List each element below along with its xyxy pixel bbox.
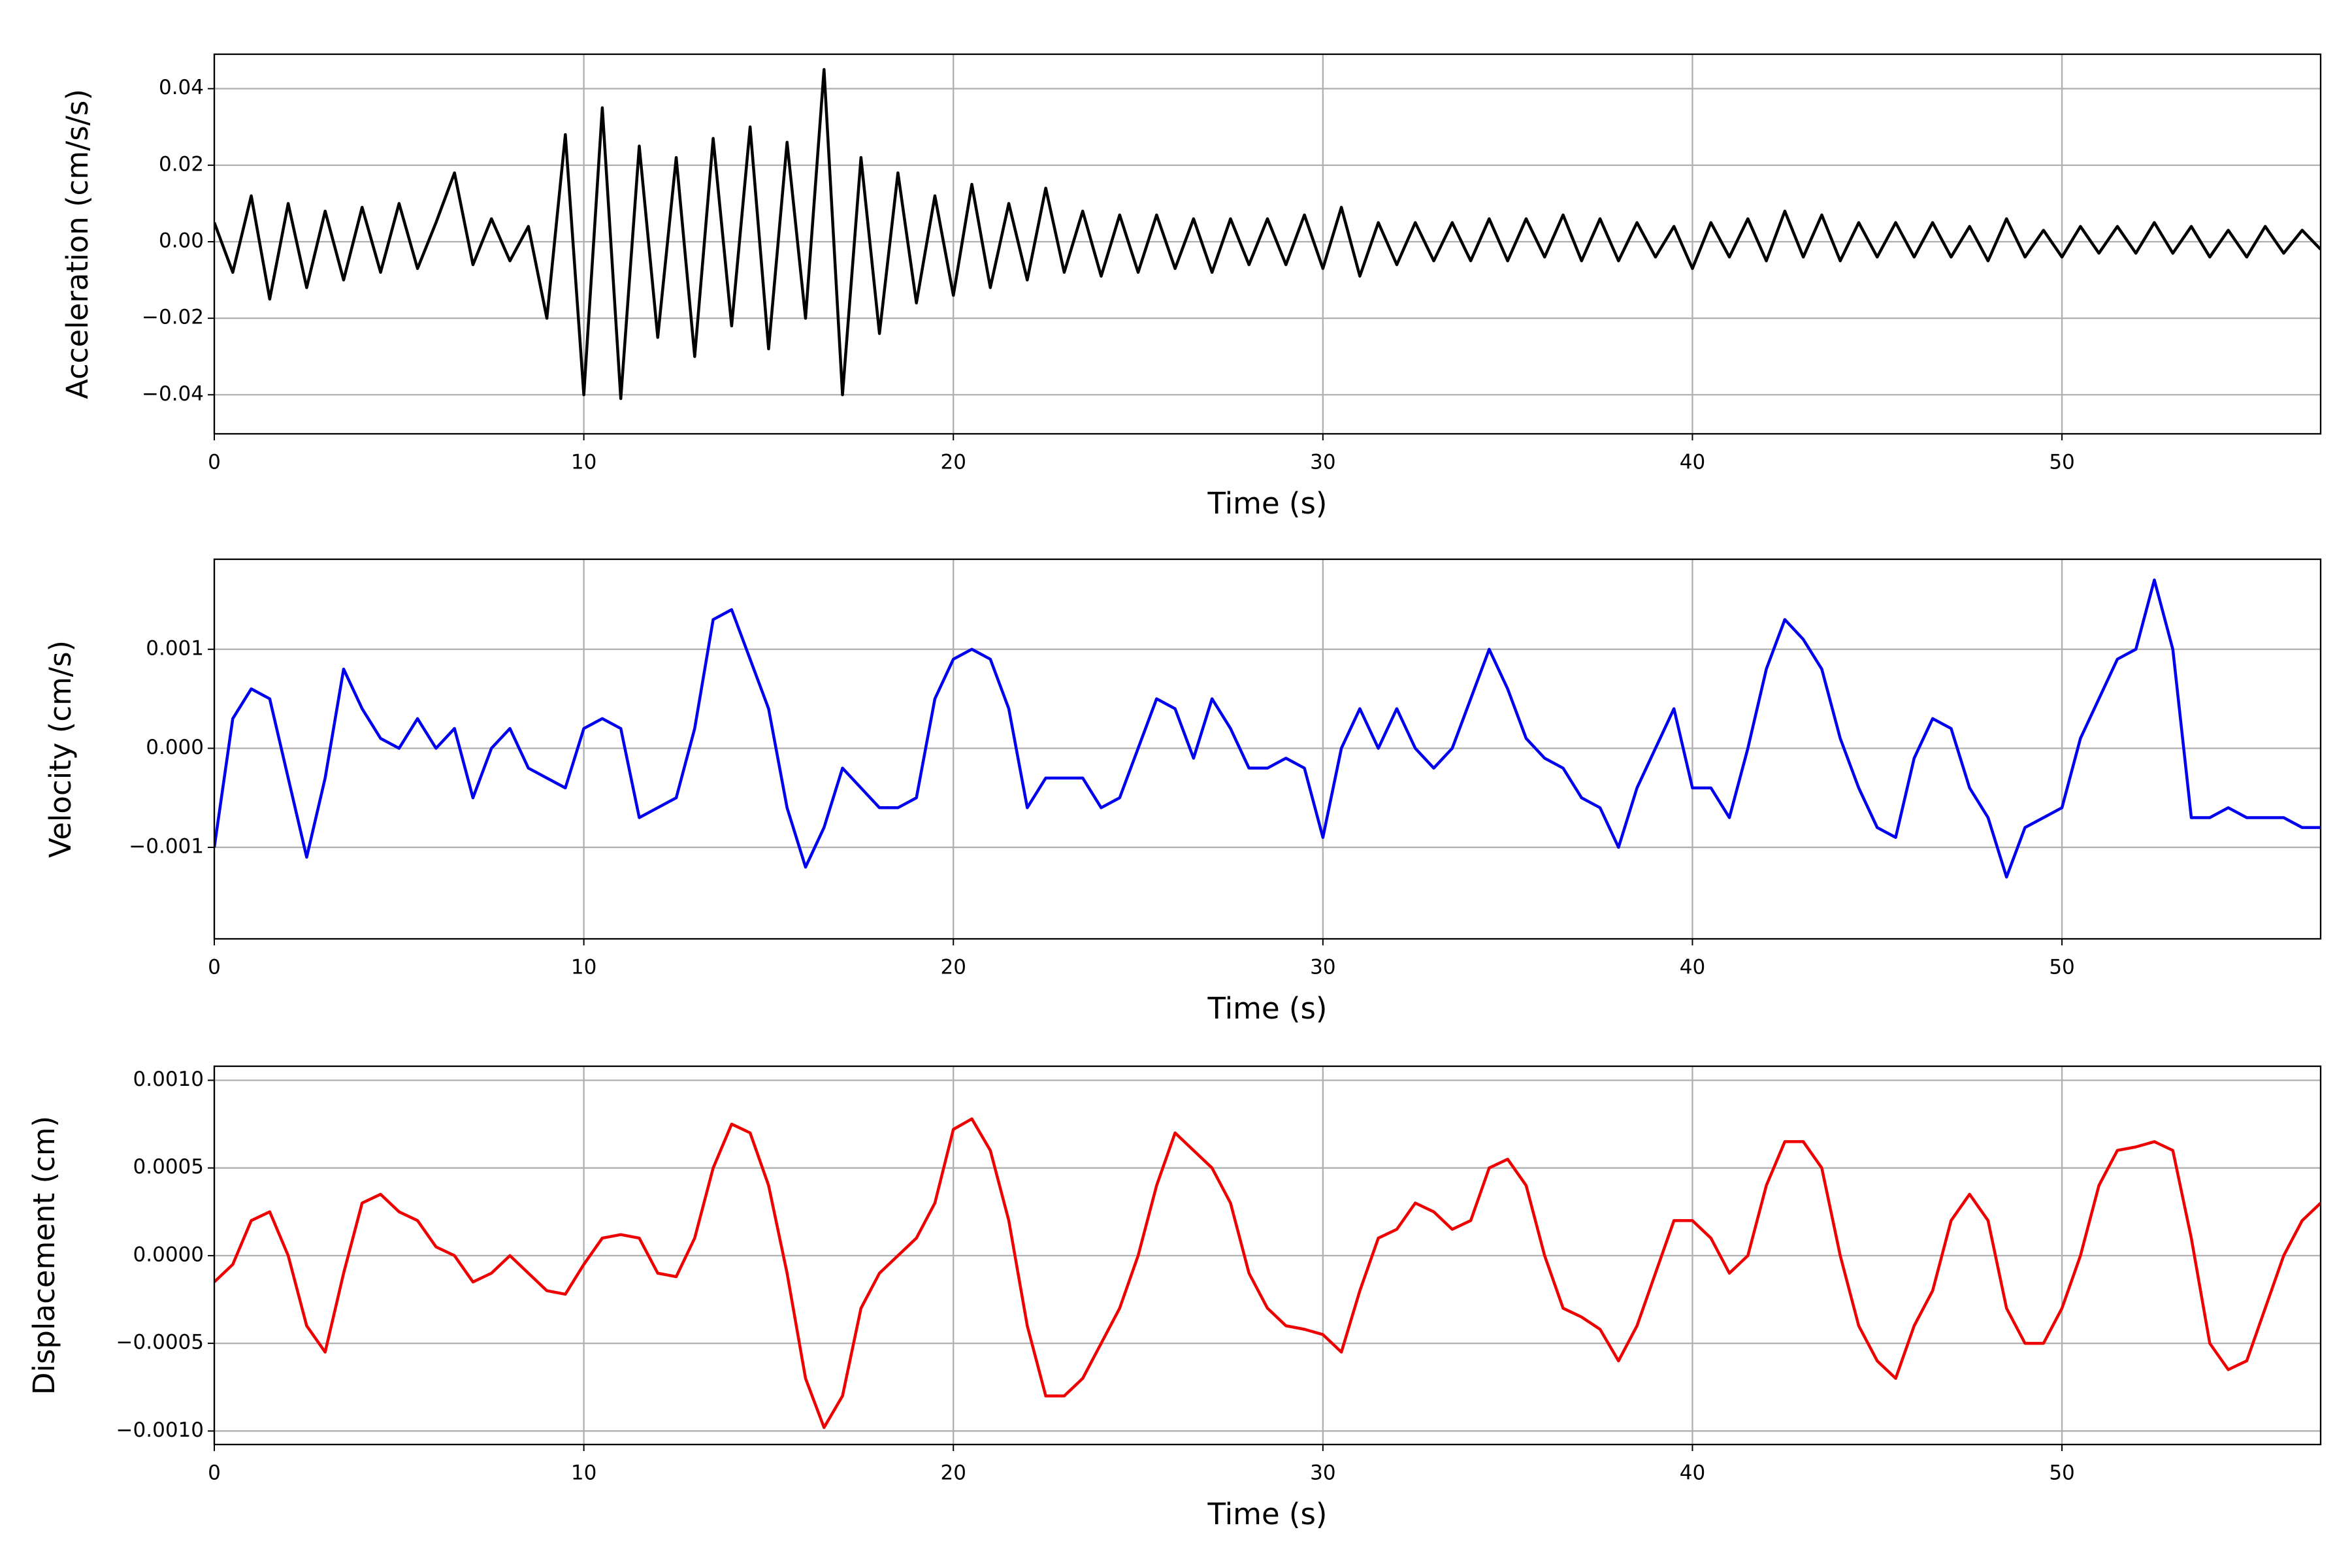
x-axis-label: Time (s) — [1207, 991, 1328, 1026]
x-tick-label: 50 — [2049, 451, 2074, 474]
x-tick-label: 0 — [208, 451, 221, 474]
y-axis-label: Displacement (cm) — [27, 1116, 61, 1395]
y-tick-label: 0.0010 — [133, 1068, 204, 1091]
y-tick-label: −0.02 — [142, 306, 204, 329]
data-line — [214, 578, 2321, 879]
x-axis-label: Time (s) — [1207, 486, 1328, 521]
y-tick-label: −0.001 — [129, 834, 204, 858]
x-tick-label: 30 — [1310, 956, 1335, 979]
x-tick-label: 50 — [2049, 956, 2074, 979]
x-tick-label: 10 — [571, 451, 596, 474]
x-axis-label: Time (s) — [1207, 1497, 1328, 1531]
plot-frame — [213, 53, 2322, 435]
y-tick-label: 0.0005 — [133, 1155, 204, 1179]
y-tick-label: 0.00 — [159, 229, 204, 252]
y-tick-label: 0.0000 — [133, 1243, 204, 1266]
x-tick-label: 50 — [2049, 1462, 2074, 1485]
plot-frame — [213, 558, 2322, 940]
y-tick-label: −0.0010 — [116, 1418, 204, 1442]
y-axis-label: Velocity (cm/s) — [43, 640, 78, 858]
x-tick-label: 0 — [208, 1462, 221, 1485]
y-tick-label: 0.000 — [146, 736, 204, 759]
x-tick-label: 20 — [941, 956, 966, 979]
x-tick-label: 10 — [571, 1462, 596, 1485]
y-tick-label: 0.001 — [146, 636, 204, 660]
plot-frame — [213, 1065, 2322, 1446]
y-tick-label: 0.02 — [159, 152, 204, 176]
y-tick-label: −0.0005 — [116, 1331, 204, 1354]
data-line — [214, 68, 2321, 400]
x-tick-label: 40 — [1680, 956, 1705, 979]
x-tick-label: 30 — [1310, 1462, 1335, 1485]
x-tick-label: 30 — [1310, 451, 1335, 474]
y-tick-label: 0.04 — [159, 76, 204, 99]
x-tick-label: 20 — [941, 451, 966, 474]
y-axis-label: Acceleration (cm/s/s) — [60, 89, 95, 399]
x-tick-label: 40 — [1680, 1462, 1705, 1485]
x-tick-label: 20 — [941, 1462, 966, 1485]
data-line — [214, 1117, 2321, 1429]
x-tick-label: 10 — [571, 956, 596, 979]
x-tick-label: 40 — [1680, 451, 1705, 474]
y-tick-label: −0.04 — [142, 382, 204, 406]
x-tick-label: 0 — [208, 956, 221, 979]
